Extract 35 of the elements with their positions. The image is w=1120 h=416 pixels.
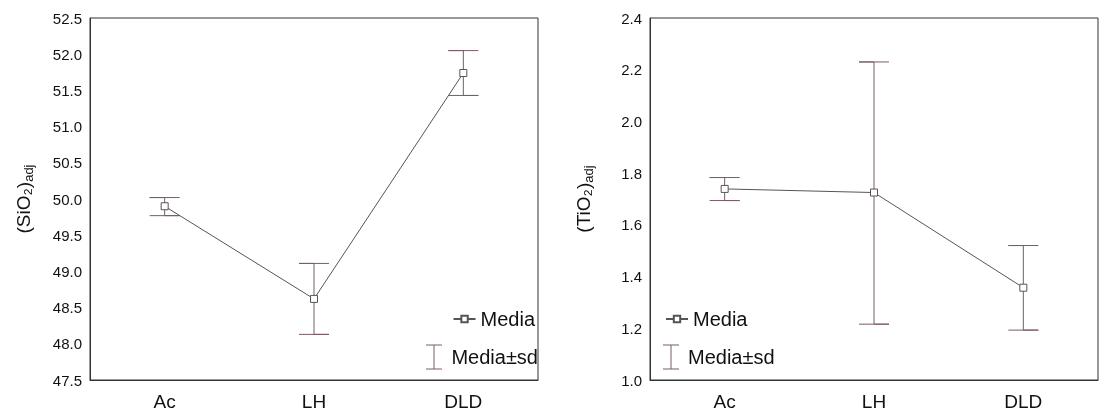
y-tick-label: 50.0	[52, 190, 82, 208]
y-tick-label: 49.0	[52, 262, 82, 280]
point	[459, 69, 468, 78]
y-axis-title: (TiO₂)adj	[573, 165, 596, 233]
y-tick-label: 48.5	[52, 299, 82, 317]
y-tick-label: 1.8	[621, 164, 642, 182]
y-tick-label: 2.2	[621, 61, 642, 79]
point	[870, 188, 878, 197]
legend-label: Media	[480, 308, 536, 330]
y-tick-label: 49.5	[52, 226, 82, 244]
y-tick-label: 1.6	[621, 216, 642, 234]
y-axis-title: (SiO₂)adj	[13, 164, 36, 234]
x-tick-label: DLD	[444, 391, 483, 412]
x-tick-label: Ac	[153, 391, 176, 412]
legend-label: Media	[693, 308, 749, 330]
x-tick-label: Ac	[713, 391, 736, 412]
y-tick-label: 1.2	[621, 319, 642, 337]
y-tick-label: 50.5	[52, 154, 82, 172]
x-tick-label: LH	[301, 391, 327, 412]
y-tick-label: 52.0	[52, 45, 82, 63]
y-tick-label: 51.5	[52, 81, 82, 99]
y-tick-label: 47.5	[52, 371, 82, 389]
y-tick-label: 48.0	[52, 335, 82, 353]
y-tick-label: 2.4	[621, 9, 642, 27]
y-tick-label: 1.4	[621, 268, 642, 286]
annotation: Media±sd	[688, 345, 775, 369]
x-tick-label: LH	[861, 391, 887, 412]
y-tick-label: 1.0	[621, 371, 642, 389]
point	[310, 294, 318, 303]
x-tick-label: DLD	[1004, 391, 1043, 412]
y-tick-label: 2.0	[621, 112, 642, 130]
point	[1019, 283, 1028, 292]
y-tick-label: 51.0	[52, 118, 82, 136]
y-tick-label: 52.5	[52, 9, 82, 27]
annotation: Media±sd	[451, 345, 538, 369]
